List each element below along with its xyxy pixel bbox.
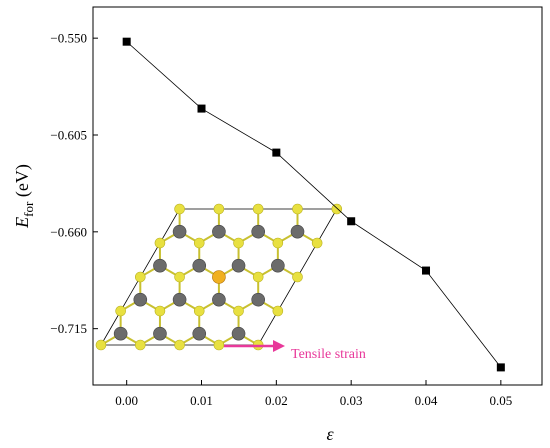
chalcogen-atom — [154, 305, 166, 317]
chalcogen-atom — [311, 237, 323, 249]
y-axis-title: Efor (eV) — [12, 164, 36, 229]
x-axis-title: ε — [326, 424, 334, 444]
chalcogen-atom — [95, 339, 107, 351]
y-tick-label: −0.715 — [50, 321, 87, 336]
strain-arrow-head — [273, 340, 285, 352]
metal-atom — [172, 292, 187, 307]
x-tick-label: 0.00 — [115, 393, 138, 408]
data-point — [197, 104, 206, 113]
chalcogen-atom — [115, 305, 126, 317]
chalcogen-atom — [292, 203, 303, 215]
metal-atom — [271, 258, 285, 273]
chalcogen-atom — [233, 305, 244, 317]
chalcogen-atom — [233, 237, 244, 249]
chalcogen-atom — [174, 203, 185, 215]
chalcogen-atom — [154, 237, 166, 249]
metal-atom — [133, 292, 148, 307]
x-tick-label: 0.05 — [489, 393, 512, 408]
metal-atom — [113, 326, 128, 341]
data-point — [422, 266, 431, 275]
chalcogen-atom — [272, 237, 284, 249]
metal-atom — [192, 326, 207, 341]
data-point — [122, 37, 131, 46]
series-layer — [122, 37, 505, 372]
y-axis-title-main: E — [12, 217, 32, 229]
chalcogen-atom — [292, 271, 303, 283]
metal-atom — [290, 224, 305, 239]
metal-atom — [231, 326, 246, 341]
chalcogen-atom — [174, 271, 185, 283]
tensile-strain-annotation: Tensile strain — [224, 340, 366, 362]
chalcogen-atom — [213, 339, 225, 351]
metal-atom — [172, 224, 187, 239]
y-axis-title-unit: (eV) — [12, 164, 33, 201]
chalcogen-atom — [252, 203, 264, 215]
chalcogen-atom — [272, 305, 284, 317]
data-point — [347, 217, 356, 226]
x-tick-label: 0.01 — [190, 393, 213, 408]
y-tick-label: −0.550 — [50, 31, 87, 46]
x-tick-label: 0.04 — [415, 393, 438, 408]
metal-atom — [251, 224, 266, 239]
y-tick-label: −0.660 — [50, 224, 87, 239]
strain-label: Tensile strain — [291, 347, 366, 362]
metal-atom — [153, 258, 167, 273]
data-point — [496, 363, 505, 372]
series-line — [126, 41, 502, 368]
dopant-atom — [212, 270, 226, 284]
chalcogen-atom — [135, 339, 146, 351]
y-axis-title-sub: for — [21, 201, 36, 217]
metal-atom — [212, 224, 226, 239]
x-tick-label: 0.02 — [265, 393, 288, 408]
chalcogen-atom — [174, 339, 185, 351]
y-axis-ticks: −0.550 −0.605 −0.660 −0.715 — [50, 31, 98, 336]
chalcogen-atom — [252, 271, 264, 283]
crystal-lattice-inset — [95, 203, 343, 351]
metal-atom — [251, 292, 266, 307]
x-axis-ticks: 0.00 0.01 0.02 0.03 0.04 0.05 — [115, 380, 512, 408]
chalcogen-atom — [193, 305, 205, 317]
metal-atom — [231, 258, 246, 273]
chalcogen-atom — [193, 237, 205, 249]
plot-frame — [92, 6, 543, 386]
data-point — [272, 148, 281, 157]
metal-atom — [212, 292, 226, 307]
chalcogen-atom — [213, 203, 225, 215]
metal-atom — [153, 326, 167, 341]
chalcogen-atom — [135, 271, 146, 283]
chalcogen-atom — [331, 203, 343, 215]
metal-atom — [192, 258, 207, 273]
y-tick-label: −0.605 — [50, 127, 87, 142]
x-tick-label: 0.03 — [340, 393, 363, 408]
